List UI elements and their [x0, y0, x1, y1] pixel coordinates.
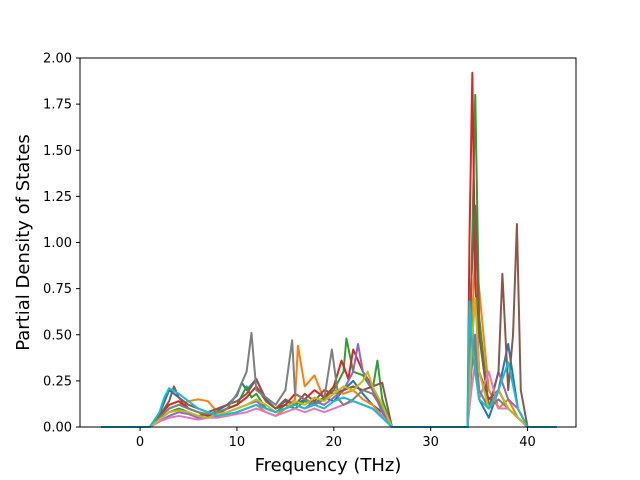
y-tick-label: 0.75 — [43, 282, 72, 297]
x-tick-label: 0 — [136, 435, 144, 450]
x-tick-label: 10 — [229, 435, 246, 450]
y-tick-label: 0.50 — [43, 328, 72, 343]
x-tick-label: 30 — [422, 435, 439, 450]
y-tick-label: 1.25 — [43, 190, 72, 205]
y-tick-label: 1.50 — [43, 144, 72, 159]
x-axis-title: Frequency (THz) — [255, 455, 402, 476]
y-tick-label: 1.00 — [43, 236, 72, 251]
ticks-layer: 0 10 20 30 40 0.00 0.25 0.50 0.75 1.00 1.25 1.50 1.7… — [43, 52, 536, 451]
y-tick-label: 2.00 — [43, 52, 72, 67]
series-layer — [101, 71, 557, 428]
series-line-10 — [101, 300, 557, 428]
y-tick-label: 1.75 — [43, 98, 72, 113]
plot-frame — [79, 57, 577, 428]
x-tick-label: 40 — [519, 435, 536, 450]
series-line-9 — [101, 296, 557, 428]
x-tick-label: 20 — [326, 435, 343, 450]
y-tick-label: 0.00 — [43, 421, 72, 436]
y-tick-label: 0.25 — [43, 374, 72, 389]
y-axis-title: Partial Density of States — [13, 134, 34, 351]
